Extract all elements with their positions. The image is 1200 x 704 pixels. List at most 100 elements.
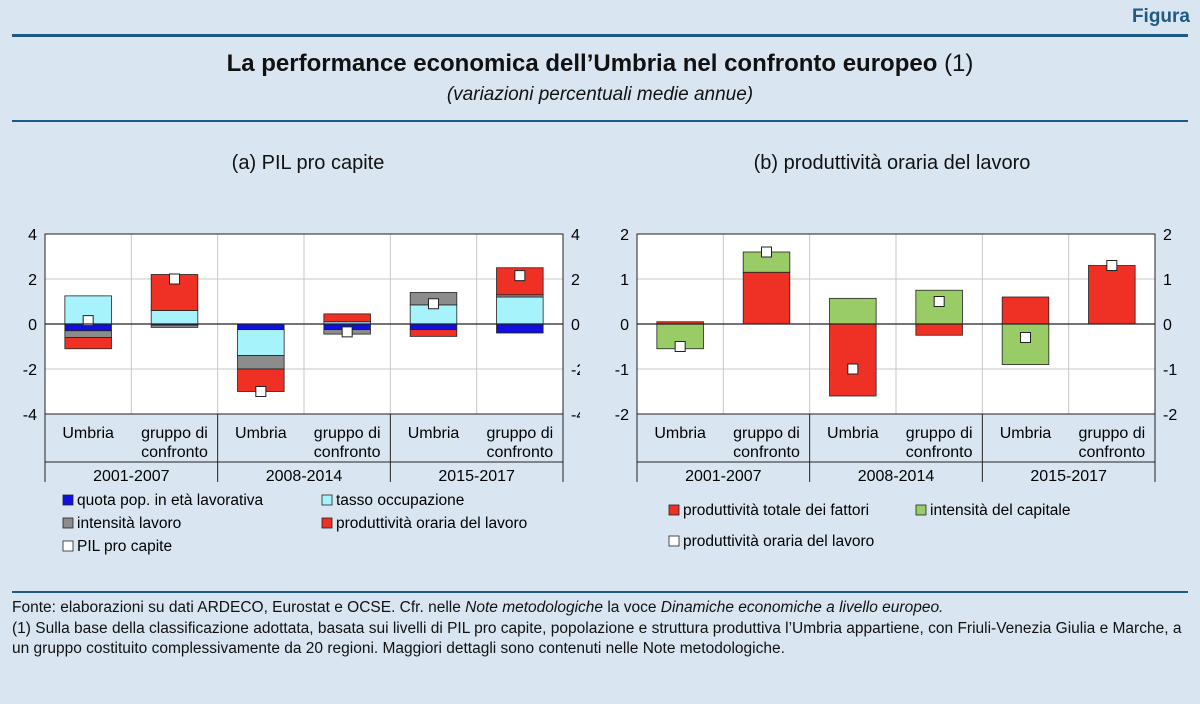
- marker-point: [1106, 260, 1118, 271]
- bar-segment: [496, 296, 544, 325]
- figure-title: La performance economica dell’Umbria nel…: [0, 50, 1200, 78]
- figure-title-text: La performance economica dell’Umbria nel…: [226, 50, 938, 77]
- bar-segment: [742, 271, 791, 325]
- y-tick-label-left: -2: [615, 407, 629, 424]
- marker-point: [847, 363, 859, 375]
- y-tick-label-right: -2: [571, 362, 580, 379]
- x-category-label: confronto: [486, 444, 553, 461]
- bar-segment: [150, 310, 199, 325]
- marker-point: [933, 296, 945, 307]
- y-tick-label-right: -2: [1163, 407, 1177, 424]
- y-tick-label-left: 0: [28, 317, 37, 334]
- x-category-label: Umbria: [654, 425, 706, 442]
- x-category-label: confronto: [906, 444, 973, 461]
- bar-segment: [409, 329, 458, 337]
- middle-rule: [12, 120, 1188, 122]
- marker-point: [1020, 332, 1031, 343]
- bar-segment: [409, 323, 458, 331]
- legend-label: quota pop. in età lavorativa: [77, 492, 264, 509]
- y-tick-label-right: 4: [571, 227, 580, 244]
- x-category-label: gruppo di: [906, 425, 973, 442]
- x-category-label: Umbria: [62, 425, 114, 442]
- y-tick-label-right: 2: [571, 272, 580, 289]
- marker-point: [341, 326, 353, 338]
- bar-segment: [323, 313, 371, 323]
- plot-frame: [44, 233, 564, 415]
- y-tick-label-right: -4: [571, 407, 580, 424]
- y-tick-label-left: 2: [28, 272, 37, 289]
- legend-label: produttività oraria del lavoro: [683, 533, 874, 550]
- legend-swatch: [668, 504, 680, 516]
- x-category-label: confronto: [141, 444, 208, 461]
- x-category-label: Umbria: [827, 425, 879, 442]
- footnote-1: (1) Sulla base della classificazione ado…: [12, 619, 1182, 658]
- x-category-label: Umbria: [235, 425, 287, 442]
- x-category-label: gruppo di: [1078, 425, 1145, 442]
- x-category-label: confronto: [1078, 444, 1145, 461]
- x-category-label: confronto: [733, 444, 800, 461]
- panel-b-title: (b) produttività oraria del lavoro: [753, 152, 1031, 174]
- x-category-label: gruppo di: [486, 425, 553, 442]
- source-italic-2: Dinamiche economiche a livello europeo.: [660, 599, 944, 616]
- bar-segment: [496, 323, 544, 334]
- y-tick-label-left: -1: [615, 362, 629, 379]
- source-note: Fonte: elaborazioni su dati ARDECO, Euro…: [12, 598, 1190, 619]
- x-category-label: Umbria: [1000, 425, 1052, 442]
- bar-segment: [829, 297, 877, 325]
- legend-swatch: [62, 494, 74, 506]
- bar-segment: [915, 289, 963, 325]
- y-tick-label-right: 2: [1163, 227, 1172, 244]
- chart-a-pil-pro-capite: -4 -4 -2 -2 0 0 2 2 4 4 Umbria gruppo di confronto Um…: [23, 227, 580, 555]
- bar-segment: [1001, 296, 1050, 325]
- period-label: 2001-2007: [685, 468, 762, 485]
- source-italic-1: Note metodologiche: [465, 599, 604, 616]
- legend-swatch: [62, 517, 74, 529]
- bar-segment: [237, 329, 285, 356]
- legend-label: intensità lavoro: [77, 515, 181, 532]
- period-label: 2008-2014: [858, 468, 935, 485]
- bar-segment: [237, 323, 285, 331]
- legend-swatch: [321, 494, 333, 506]
- bar-segment: [237, 355, 285, 370]
- y-tick-label-left: -2: [23, 362, 37, 379]
- marker-point: [82, 315, 94, 327]
- legend-label: PIL pro capite: [77, 538, 172, 555]
- period-label: 2001-2007: [93, 468, 170, 485]
- y-tick-label-left: 2: [620, 227, 629, 244]
- bar-segment: [915, 323, 963, 336]
- y-tick-label-left: -4: [23, 407, 37, 424]
- x-category-label: gruppo di: [733, 425, 800, 442]
- marker-point: [255, 386, 267, 397]
- legend-label: produttività oraria del lavoro: [336, 515, 527, 532]
- figure-subtitle: (variazioni percentuali medie annue): [446, 84, 754, 105]
- panel-a-title: (a) PIL pro capite: [231, 152, 385, 174]
- plot-frame: [636, 233, 1156, 415]
- period-label: 2008-2014: [266, 468, 343, 485]
- y-tick-label-left: 4: [28, 227, 37, 244]
- legend-label: tasso occupazione: [336, 492, 464, 509]
- x-category-label: gruppo di: [141, 425, 208, 442]
- bar-segment: [150, 324, 199, 328]
- y-tick-label-right: 0: [571, 317, 580, 334]
- y-tick-label-right: 1: [1163, 272, 1172, 289]
- legend-label: produttività totale dei fattori: [683, 502, 869, 519]
- figure-label: Figura: [1131, 6, 1190, 27]
- chart-b-produttivita: -2 -2 -1 -1 0 0 1 1 2 2 Umbria gruppo di confronto Um…: [615, 227, 1178, 550]
- source-prefix: Fonte: elaborazioni su dati ARDECO, Euro…: [12, 599, 466, 616]
- top-rule: [12, 34, 1188, 37]
- bar-segment: [829, 323, 877, 397]
- legend-swatch: [668, 535, 680, 547]
- period-label: 2015-2017: [438, 468, 515, 485]
- figure-title-note: (1): [944, 50, 974, 77]
- legend-label: intensità del capitale: [930, 502, 1070, 519]
- marker-point: [169, 273, 180, 285]
- source-mid: la voce: [603, 599, 661, 616]
- x-category-label: confronto: [314, 444, 381, 461]
- legend-swatch: [321, 517, 333, 529]
- bar-segment: [1001, 323, 1050, 365]
- bar-segment: [1088, 265, 1136, 325]
- x-category-label: Umbria: [408, 425, 460, 442]
- y-tick-label-right: -1: [1163, 362, 1177, 379]
- period-label: 2015-2017: [1030, 468, 1107, 485]
- marker-point: [674, 341, 686, 352]
